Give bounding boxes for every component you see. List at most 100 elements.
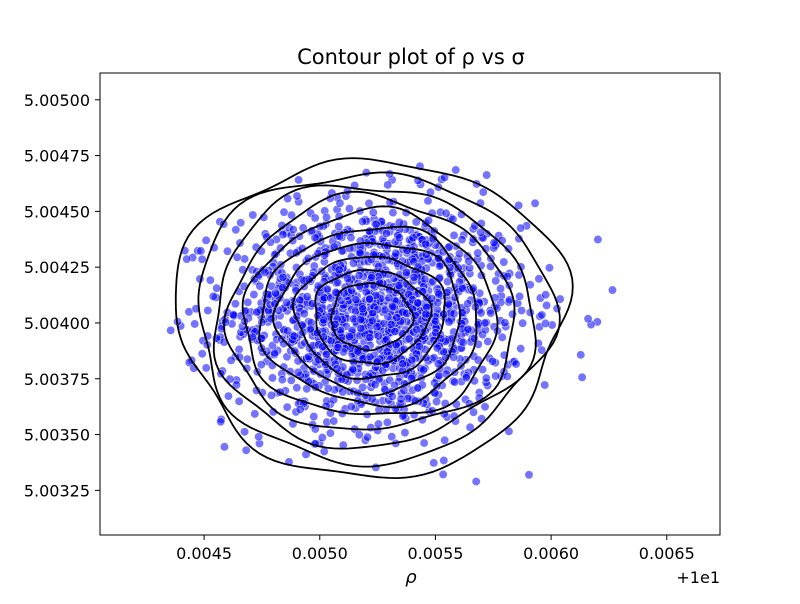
scatter-point xyxy=(432,343,442,353)
scatter-point xyxy=(271,288,281,298)
scatter-point xyxy=(432,397,442,407)
scatter-point xyxy=(440,435,450,445)
scatter-point xyxy=(367,273,377,283)
scatter-point xyxy=(444,317,454,327)
scatter-point xyxy=(420,274,430,284)
scatter-point xyxy=(449,230,459,240)
scatter-point xyxy=(304,275,314,285)
scatter-point xyxy=(481,373,491,383)
scatter-point xyxy=(607,285,617,295)
scatter-point xyxy=(500,318,510,328)
scatter-point xyxy=(478,365,488,375)
scatter-point xyxy=(276,243,286,253)
scatter-point xyxy=(182,254,192,264)
scatter-point xyxy=(221,317,231,327)
scatter-point xyxy=(364,198,374,208)
y-tick-label: 5.00475 xyxy=(24,147,90,166)
scatter-point xyxy=(451,165,461,175)
scatter-point xyxy=(248,210,258,220)
scatter-point xyxy=(326,336,336,346)
scatter-point xyxy=(496,284,506,294)
scatter-point xyxy=(231,380,241,390)
scatter-point xyxy=(266,390,276,400)
scatter-point xyxy=(299,309,309,319)
scatter-point xyxy=(387,392,397,402)
scatter-point xyxy=(294,175,304,185)
scatter-point xyxy=(371,462,381,472)
scatter-point xyxy=(476,308,486,318)
scatter-point xyxy=(240,427,250,437)
scatter-point xyxy=(396,394,406,404)
scatter-point xyxy=(469,407,479,417)
scatter-point xyxy=(356,314,366,324)
scatter-point xyxy=(365,333,375,343)
scatter-point xyxy=(463,324,473,334)
scatter-point xyxy=(267,373,277,383)
scatter-point xyxy=(250,409,260,419)
scatter-point xyxy=(413,298,423,308)
scatter-point xyxy=(515,291,525,301)
scatter-point xyxy=(354,271,364,281)
scatter-point xyxy=(346,402,356,412)
scatter-point xyxy=(394,217,404,227)
scatter-point xyxy=(499,257,509,267)
scatter-point xyxy=(413,383,423,393)
scatter-point xyxy=(369,250,379,260)
scatter-point xyxy=(491,276,501,286)
scatter-point xyxy=(197,254,207,264)
scatter-point xyxy=(412,325,422,335)
contour-line xyxy=(314,268,433,365)
scatter-point xyxy=(530,198,540,208)
scatter-point xyxy=(370,380,380,390)
scatter-point xyxy=(516,223,526,233)
scatter-point xyxy=(310,213,320,223)
scatter-point xyxy=(365,226,375,236)
scatter-point xyxy=(365,352,375,362)
scatter-point xyxy=(486,308,496,318)
scatter-point xyxy=(542,300,552,310)
scatter-point xyxy=(458,337,468,347)
scatter-point xyxy=(243,297,253,307)
scatter-point xyxy=(514,234,524,244)
scatter-point xyxy=(348,364,358,374)
scatter-point xyxy=(541,290,551,300)
scatter-point xyxy=(434,289,444,299)
y-tick-label: 5.00350 xyxy=(24,426,90,445)
scatter-point xyxy=(267,360,277,370)
scatter-point xyxy=(373,419,383,429)
contour-line xyxy=(330,282,415,352)
contour-line xyxy=(241,205,499,415)
scatter-point xyxy=(201,363,211,373)
scatter-point xyxy=(365,294,375,304)
scatter-point xyxy=(419,438,429,448)
scatter-point xyxy=(201,235,211,245)
scatter-point xyxy=(408,233,418,243)
scatter-point xyxy=(464,256,474,266)
scatter-point xyxy=(348,258,358,268)
y-tick-label: 5.00450 xyxy=(24,202,90,221)
scatter-point xyxy=(517,306,527,316)
scatter-point xyxy=(491,371,501,381)
scatter-point xyxy=(423,196,433,206)
scatter-point xyxy=(231,225,241,235)
scatter-point xyxy=(345,332,355,342)
y-tick-label: 5.00325 xyxy=(24,481,90,500)
scatter-point xyxy=(322,284,332,294)
scatter-point xyxy=(407,355,417,365)
scatter-point xyxy=(372,322,382,332)
contour-lines xyxy=(174,157,574,480)
scatter-point xyxy=(384,293,394,303)
scatter-point xyxy=(279,207,289,217)
scatter-point xyxy=(428,234,438,244)
x-offset-label: +1e1 xyxy=(676,568,720,587)
scatter-point xyxy=(292,191,302,201)
scatter-point xyxy=(388,302,398,312)
scatter-point xyxy=(302,292,312,302)
scatter-point xyxy=(473,248,483,258)
scatter-point xyxy=(362,432,372,442)
scatter-point xyxy=(537,310,547,320)
scatter-point xyxy=(358,304,368,314)
scatter-point xyxy=(438,469,448,479)
scatter-point xyxy=(196,246,206,256)
